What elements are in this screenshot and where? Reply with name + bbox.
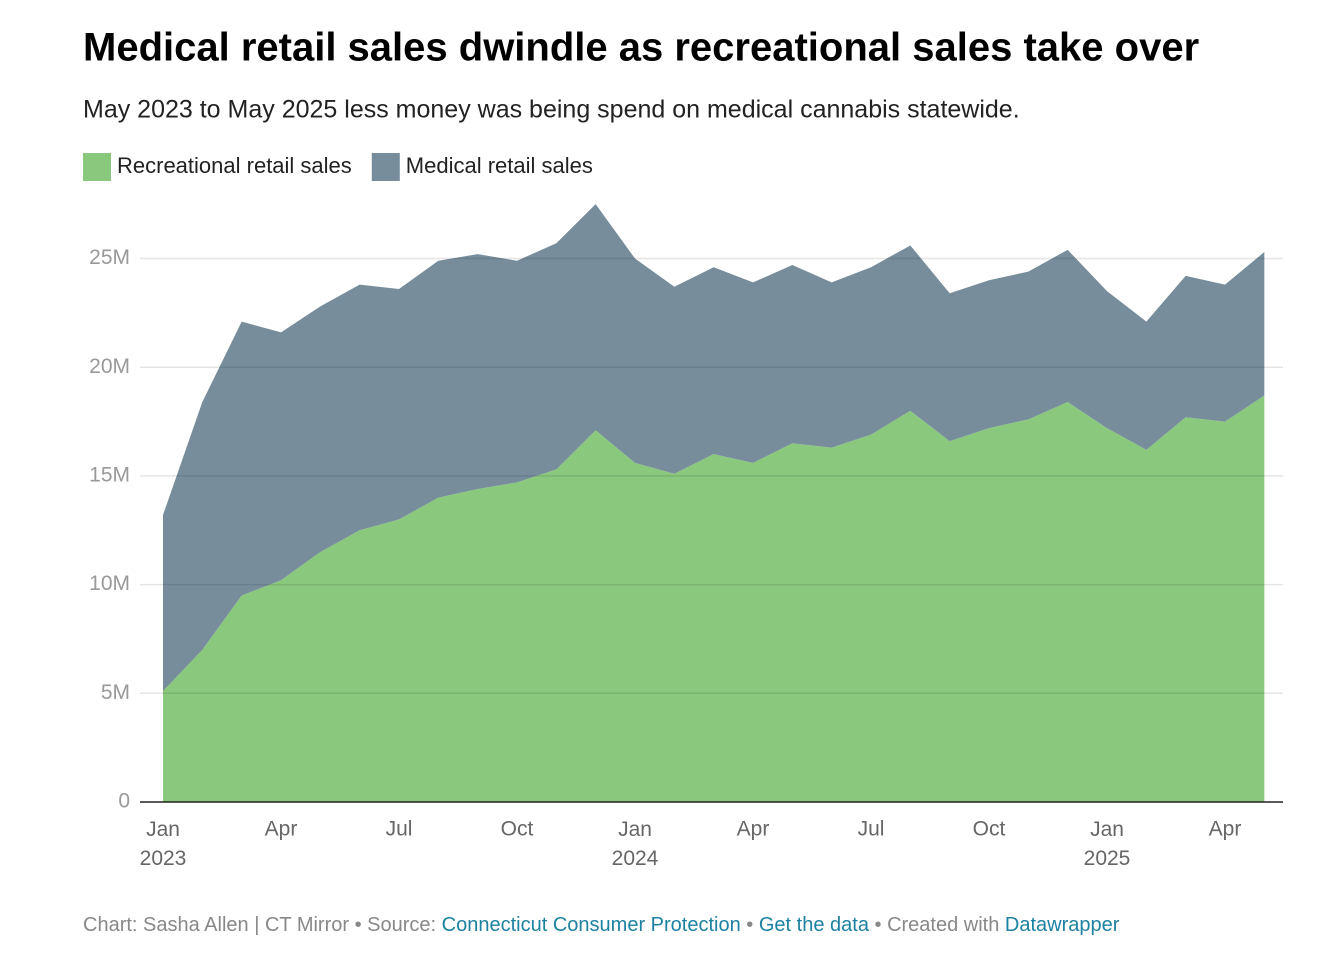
y-tick-label: 15M [89, 463, 130, 486]
x-tick-label: Jul [858, 818, 885, 841]
legend-label: Recreational retail sales [117, 153, 352, 178]
x-tick-label: Oct [501, 818, 534, 841]
y-tick-label: 10M [89, 572, 130, 595]
source-label: Source: [367, 914, 437, 936]
x-tick-label: Jan 2025 [1084, 818, 1131, 870]
y-tick-label: 5M [101, 681, 130, 704]
chart: Medical retail sales dwindle as recreati… [83, 26, 1283, 870]
created-label: Created with [887, 914, 1000, 936]
y-tick-label: 25M [89, 246, 130, 269]
legend-swatch [371, 153, 400, 181]
area [163, 204, 1265, 692]
x-tick-label: Apr [737, 818, 770, 841]
separator: • [746, 914, 754, 936]
legend-label: Medical retail sales [406, 153, 593, 178]
chart-title: Medical retail sales dwindle as recreati… [83, 26, 1199, 70]
y-tick-label: 20M [89, 355, 130, 378]
chart-subtitle: May 2023 to May 2025 less money was bein… [83, 96, 1020, 124]
x-tick-label: Apr [265, 818, 298, 841]
separator: • [354, 914, 362, 936]
x-tick-label: Apr [1209, 818, 1242, 841]
y-tick-label: 0 [118, 790, 130, 813]
area [163, 395, 1265, 802]
data-link[interactable]: Get the data [758, 914, 869, 936]
x-tick-label: Jul [386, 818, 413, 841]
legend-swatch [83, 153, 111, 181]
datawrapper-link[interactable]: Datawrapper [1004, 914, 1120, 936]
credit: Chart: Sasha Allen | CT Mirror [83, 914, 350, 936]
x-tick-label: Jan 2023 [140, 818, 187, 870]
x-tick-label: Jan 2024 [612, 818, 659, 870]
separator: • [874, 914, 882, 936]
source-link[interactable]: Connecticut Consumer Protection [441, 914, 741, 936]
x-tick-label: Oct [973, 818, 1006, 841]
footer: Chart: Sasha Allen | CT Mirror • Source:… [83, 914, 1119, 937]
